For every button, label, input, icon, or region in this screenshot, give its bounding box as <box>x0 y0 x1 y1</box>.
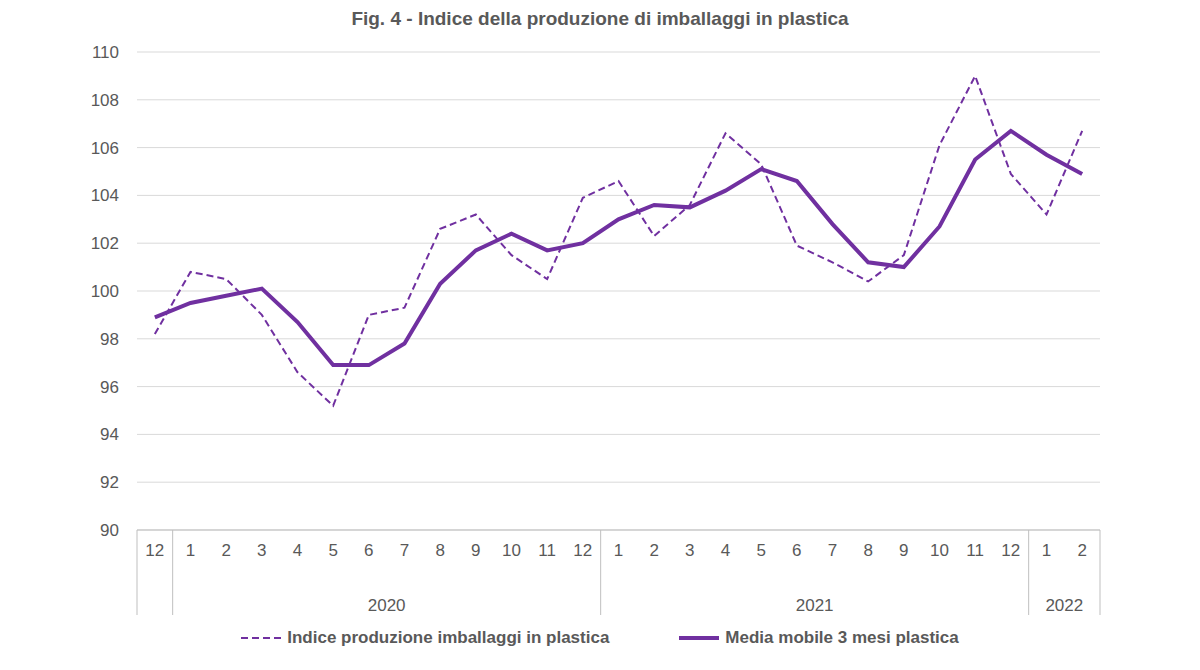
svg-text:9: 9 <box>471 541 480 560</box>
svg-text:7: 7 <box>400 541 409 560</box>
svg-text:1: 1 <box>186 541 195 560</box>
svg-text:10: 10 <box>930 541 949 560</box>
svg-text:8: 8 <box>435 541 444 560</box>
svg-text:3: 3 <box>685 541 694 560</box>
svg-text:11: 11 <box>966 541 984 560</box>
svg-text:1: 1 <box>614 541 623 560</box>
svg-text:104: 104 <box>91 186 119 205</box>
svg-text:6: 6 <box>792 541 801 560</box>
svg-text:5: 5 <box>756 541 765 560</box>
svg-text:12: 12 <box>573 541 592 560</box>
html-text:Fig. 4 - Indice della produzio: Fig. 4 - Indice della produzione di imba… <box>351 8 849 29</box>
svg-text:2: 2 <box>649 541 658 560</box>
svg-text:96: 96 <box>100 378 119 397</box>
svg-text:94: 94 <box>100 425 119 444</box>
html-text:Media mobile 3 mesi plastica: Media mobile 3 mesi plastica <box>725 628 959 647</box>
svg-text:2: 2 <box>221 541 230 560</box>
svg-text:102: 102 <box>91 234 119 253</box>
svg-text:98: 98 <box>100 330 119 349</box>
svg-text:3: 3 <box>257 541 266 560</box>
svg-text:5: 5 <box>328 541 337 560</box>
svg-text:4: 4 <box>721 541 730 560</box>
svg-text:10: 10 <box>502 541 521 560</box>
svg-text:2020: 2020 <box>368 596 406 615</box>
svg-text:2: 2 <box>1077 541 1086 560</box>
svg-text:9: 9 <box>899 541 908 560</box>
svg-text:108: 108 <box>91 91 119 110</box>
svg-text:11: 11 <box>538 541 556 560</box>
svg-text:90: 90 <box>100 521 119 540</box>
svg-text:12: 12 <box>145 541 164 560</box>
svg-text:8: 8 <box>863 541 872 560</box>
svg-text:92: 92 <box>100 473 119 492</box>
svg-text:106: 106 <box>91 139 119 158</box>
svg-text:100: 100 <box>91 282 119 301</box>
svg-text:4: 4 <box>293 541 302 560</box>
svg-text:12: 12 <box>1001 541 1020 560</box>
svg-text:1: 1 <box>1042 541 1051 560</box>
svg-text:2021: 2021 <box>796 596 834 615</box>
svg-text:6: 6 <box>364 541 373 560</box>
svg-text:7: 7 <box>828 541 837 560</box>
svg-text:2022: 2022 <box>1045 596 1083 615</box>
svg-text:110: 110 <box>92 43 119 62</box>
html-text:Indice produzione imballaggi i: Indice produzione imballaggi in plastica <box>287 628 610 647</box>
